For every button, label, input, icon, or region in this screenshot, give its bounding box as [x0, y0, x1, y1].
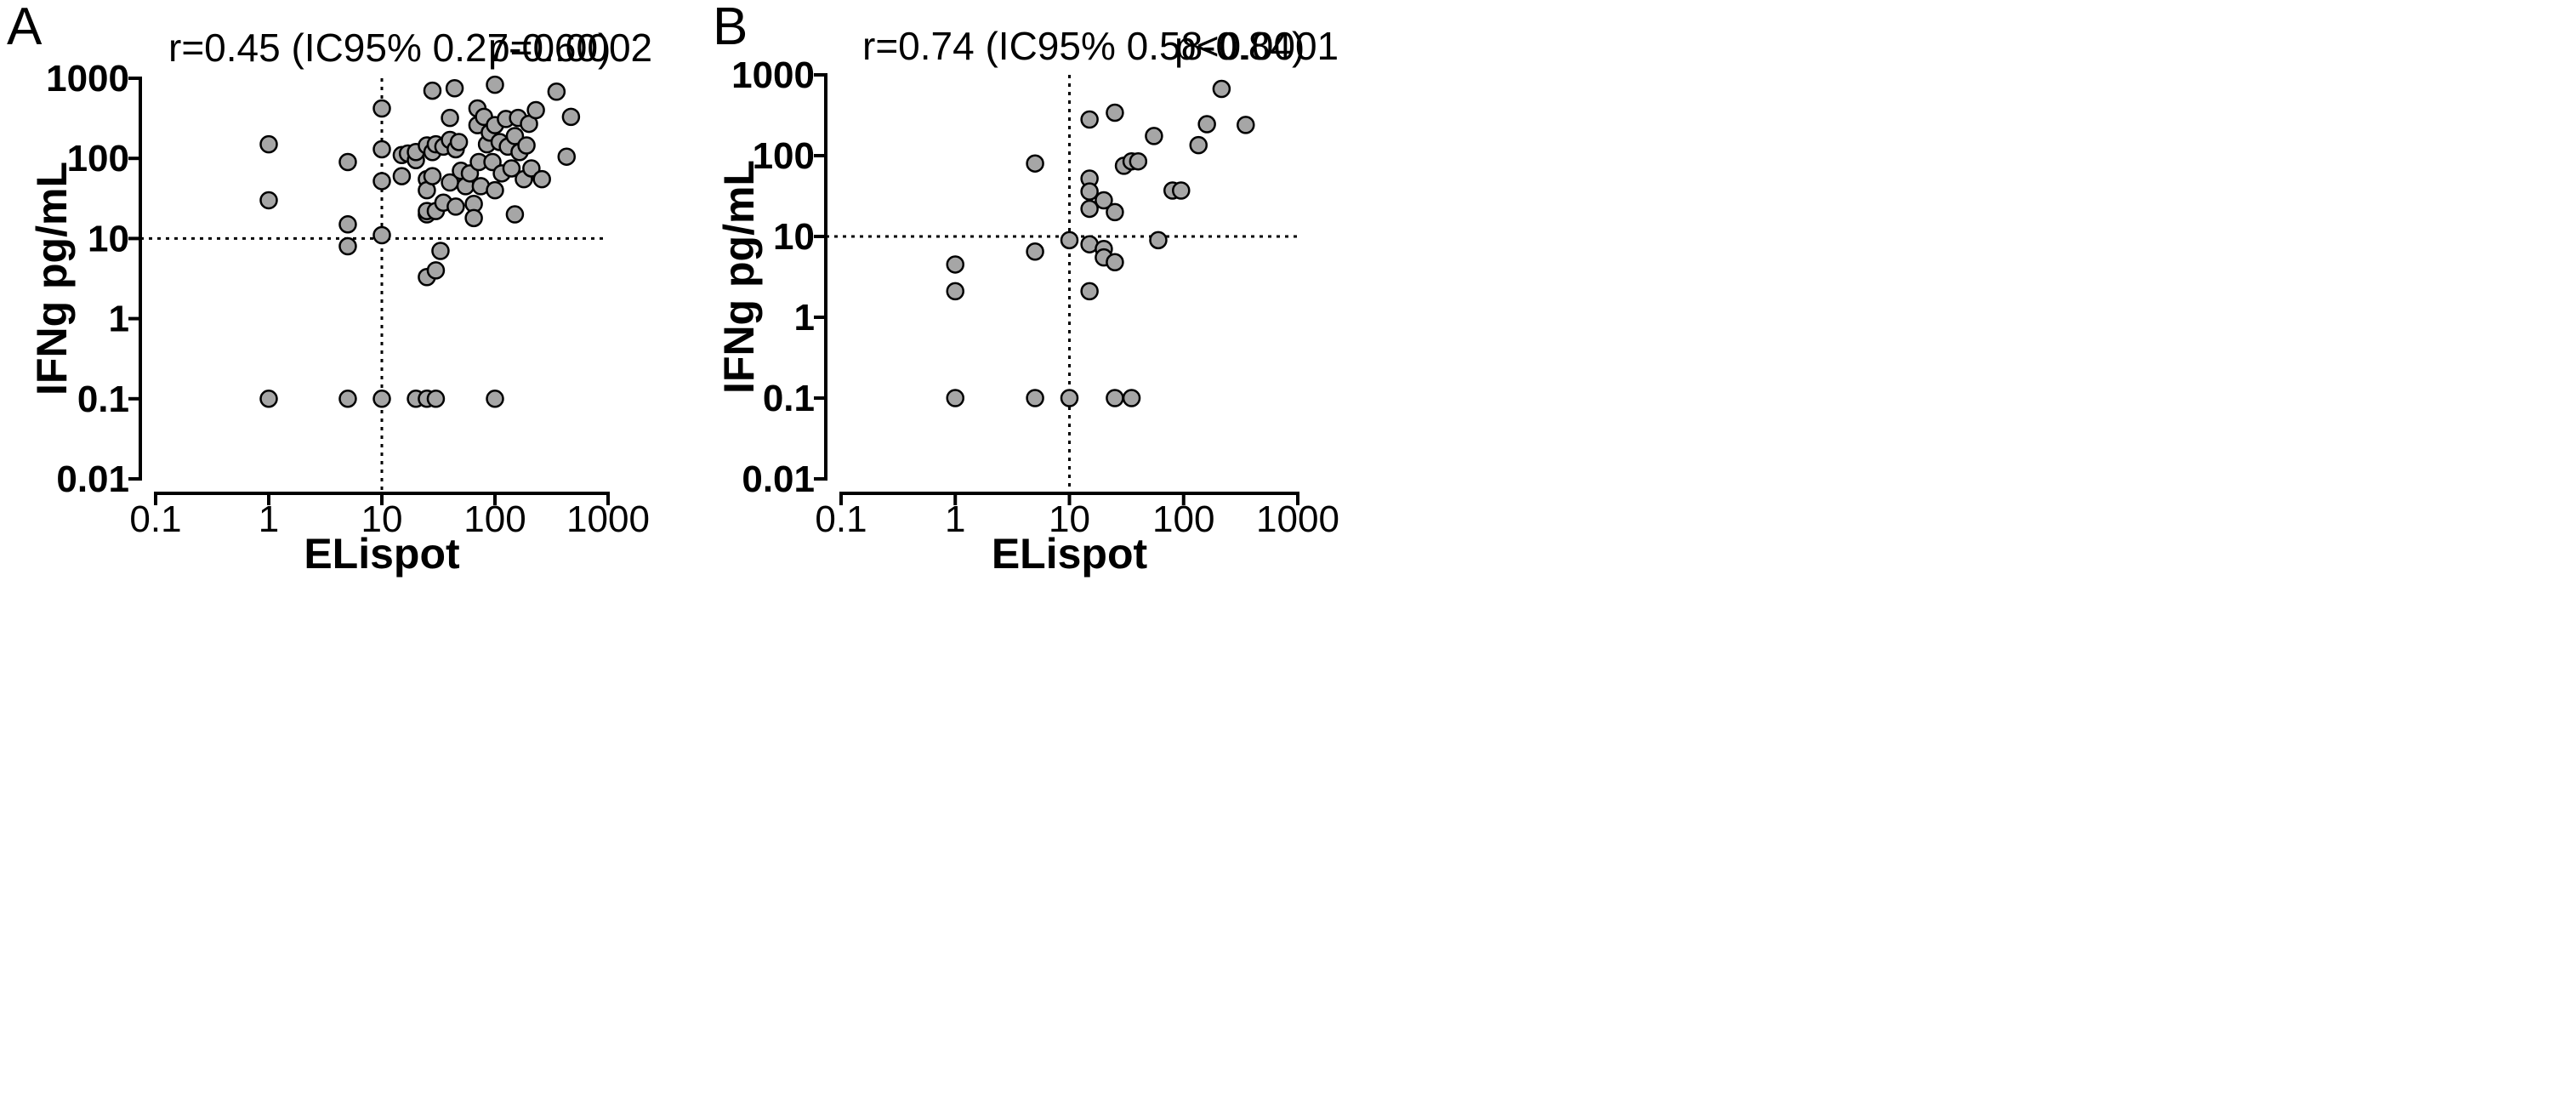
- data-point: [1026, 389, 1044, 407]
- data-point: [1080, 199, 1099, 219]
- data-point: [557, 147, 577, 166]
- y-tick-label: 0.1: [763, 378, 815, 419]
- data-point: [946, 389, 964, 407]
- data-point: [522, 159, 541, 178]
- data-point: [372, 139, 391, 159]
- data-point: [1080, 282, 1099, 301]
- data-point: [259, 191, 278, 210]
- data-point: [338, 152, 357, 172]
- x-tick-label: 10: [361, 498, 403, 540]
- data-point: [426, 390, 446, 408]
- data-point: [423, 167, 442, 185]
- y-tick-label: 1: [109, 299, 129, 340]
- data-point: [372, 99, 391, 118]
- data-points: [946, 79, 1255, 407]
- y-axis-label: IFNg pg/mL: [28, 162, 76, 396]
- y-axis-label: IFNg pg/mL: [715, 160, 763, 394]
- data-point: [1106, 253, 1124, 272]
- data-point: [1026, 242, 1044, 261]
- data-point: [259, 390, 278, 408]
- data-point: [1149, 231, 1168, 250]
- data-point: [547, 83, 566, 101]
- x-tick-label: 1: [259, 498, 279, 540]
- data-point: [1026, 154, 1044, 173]
- data-point: [431, 242, 450, 260]
- x-tick-label: 0.1: [129, 498, 181, 540]
- data-point: [338, 236, 357, 256]
- data-point: [1172, 181, 1191, 200]
- data-point: [502, 159, 521, 178]
- data-point: [486, 180, 504, 200]
- data-point: [338, 215, 357, 234]
- data-point: [1197, 115, 1216, 134]
- data-point: [1212, 79, 1231, 99]
- y-tick-label: 1000: [46, 58, 129, 100]
- data-point: [1106, 103, 1124, 122]
- data-point: [423, 81, 442, 100]
- data-point: [392, 167, 412, 185]
- data-point: [1189, 135, 1208, 155]
- y-tick-label: 0.01: [742, 458, 815, 500]
- data-point: [532, 169, 551, 189]
- data-point: [946, 255, 964, 274]
- x-tick-label: 100: [463, 498, 526, 540]
- y-tick-label: 10: [88, 218, 129, 259]
- panel-letter: B: [713, 0, 748, 56]
- data-point: [441, 108, 459, 128]
- data-point: [338, 390, 357, 408]
- x-axis-label: ELispot: [992, 530, 1148, 578]
- data-point: [259, 134, 278, 154]
- correlation-annotation: r=0.45 (IC95% 0.27-0.60): [168, 26, 611, 70]
- data-point: [517, 136, 536, 155]
- data-point: [1060, 231, 1079, 250]
- data-point: [1095, 191, 1113, 210]
- data-point: [561, 107, 581, 127]
- data-point: [372, 172, 391, 191]
- y-tick-label: 100: [67, 138, 129, 179]
- p-value-annotation: p<0.0001: [1174, 24, 1339, 68]
- data-point: [486, 390, 504, 408]
- panel-letter: A: [7, 0, 43, 56]
- data-point: [1060, 389, 1079, 407]
- y-tick-label: 1: [794, 297, 815, 339]
- x-axis-label: ELispot: [304, 530, 460, 578]
- data-point: [446, 197, 465, 216]
- data-point: [372, 390, 391, 408]
- correlation-annotation: r=0.74 (IC95% 0.58-0.84): [862, 24, 1305, 68]
- y-tick-label: 0.01: [56, 458, 129, 500]
- data-point: [486, 75, 504, 94]
- x-tick-label: 10: [1049, 498, 1090, 540]
- data-point: [1145, 127, 1163, 145]
- data-point: [526, 100, 545, 120]
- data-point: [1129, 151, 1148, 171]
- y-tick-label: 10: [773, 216, 815, 258]
- x-tick-label: 1: [945, 498, 965, 540]
- data-point: [426, 261, 446, 280]
- data-points: [259, 75, 581, 408]
- data-point: [1080, 182, 1099, 201]
- data-point: [1106, 202, 1124, 222]
- data-point: [464, 208, 483, 228]
- y-tick-label: 0.1: [77, 379, 129, 420]
- x-tick-label: 1000: [1256, 498, 1339, 540]
- data-point: [449, 133, 469, 151]
- y-tick-label: 100: [753, 135, 815, 177]
- x-tick-label: 1000: [566, 498, 650, 540]
- y-tick-label: 1000: [731, 54, 815, 96]
- data-point: [505, 205, 525, 224]
- data-point: [505, 127, 525, 145]
- data-point: [1122, 389, 1141, 407]
- data-point: [445, 79, 464, 98]
- data-point: [1080, 110, 1099, 129]
- data-point: [946, 282, 964, 301]
- x-tick-label: 100: [1152, 498, 1214, 540]
- data-point: [1237, 116, 1255, 134]
- x-tick-label: 0.1: [815, 498, 867, 540]
- p-value-annotation: p=0.0002: [488, 26, 652, 70]
- data-point: [1106, 389, 1124, 407]
- data-point: [372, 225, 391, 245]
